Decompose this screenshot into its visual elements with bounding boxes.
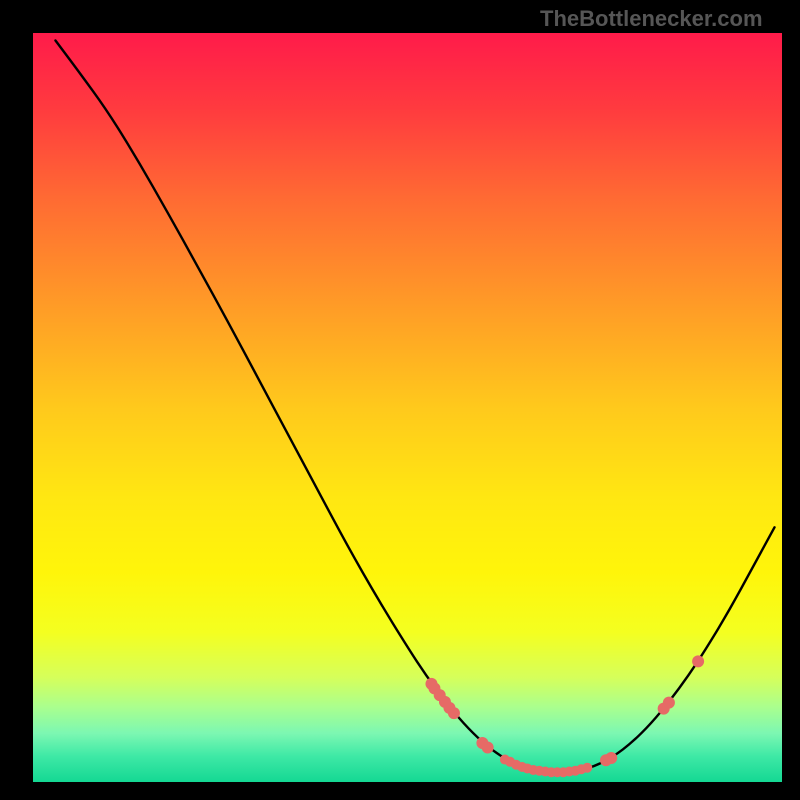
data-marker	[448, 707, 460, 719]
data-marker	[692, 655, 704, 667]
data-marker	[582, 763, 592, 773]
data-marker	[663, 697, 675, 709]
data-marker	[482, 742, 494, 754]
chart-svg	[33, 33, 782, 782]
bottleneck-curve	[55, 40, 774, 772]
data-marker	[605, 752, 617, 764]
plot-area	[33, 33, 782, 782]
watermark-text: TheBottlenecker.com	[540, 6, 763, 32]
marker-group	[425, 655, 704, 777]
